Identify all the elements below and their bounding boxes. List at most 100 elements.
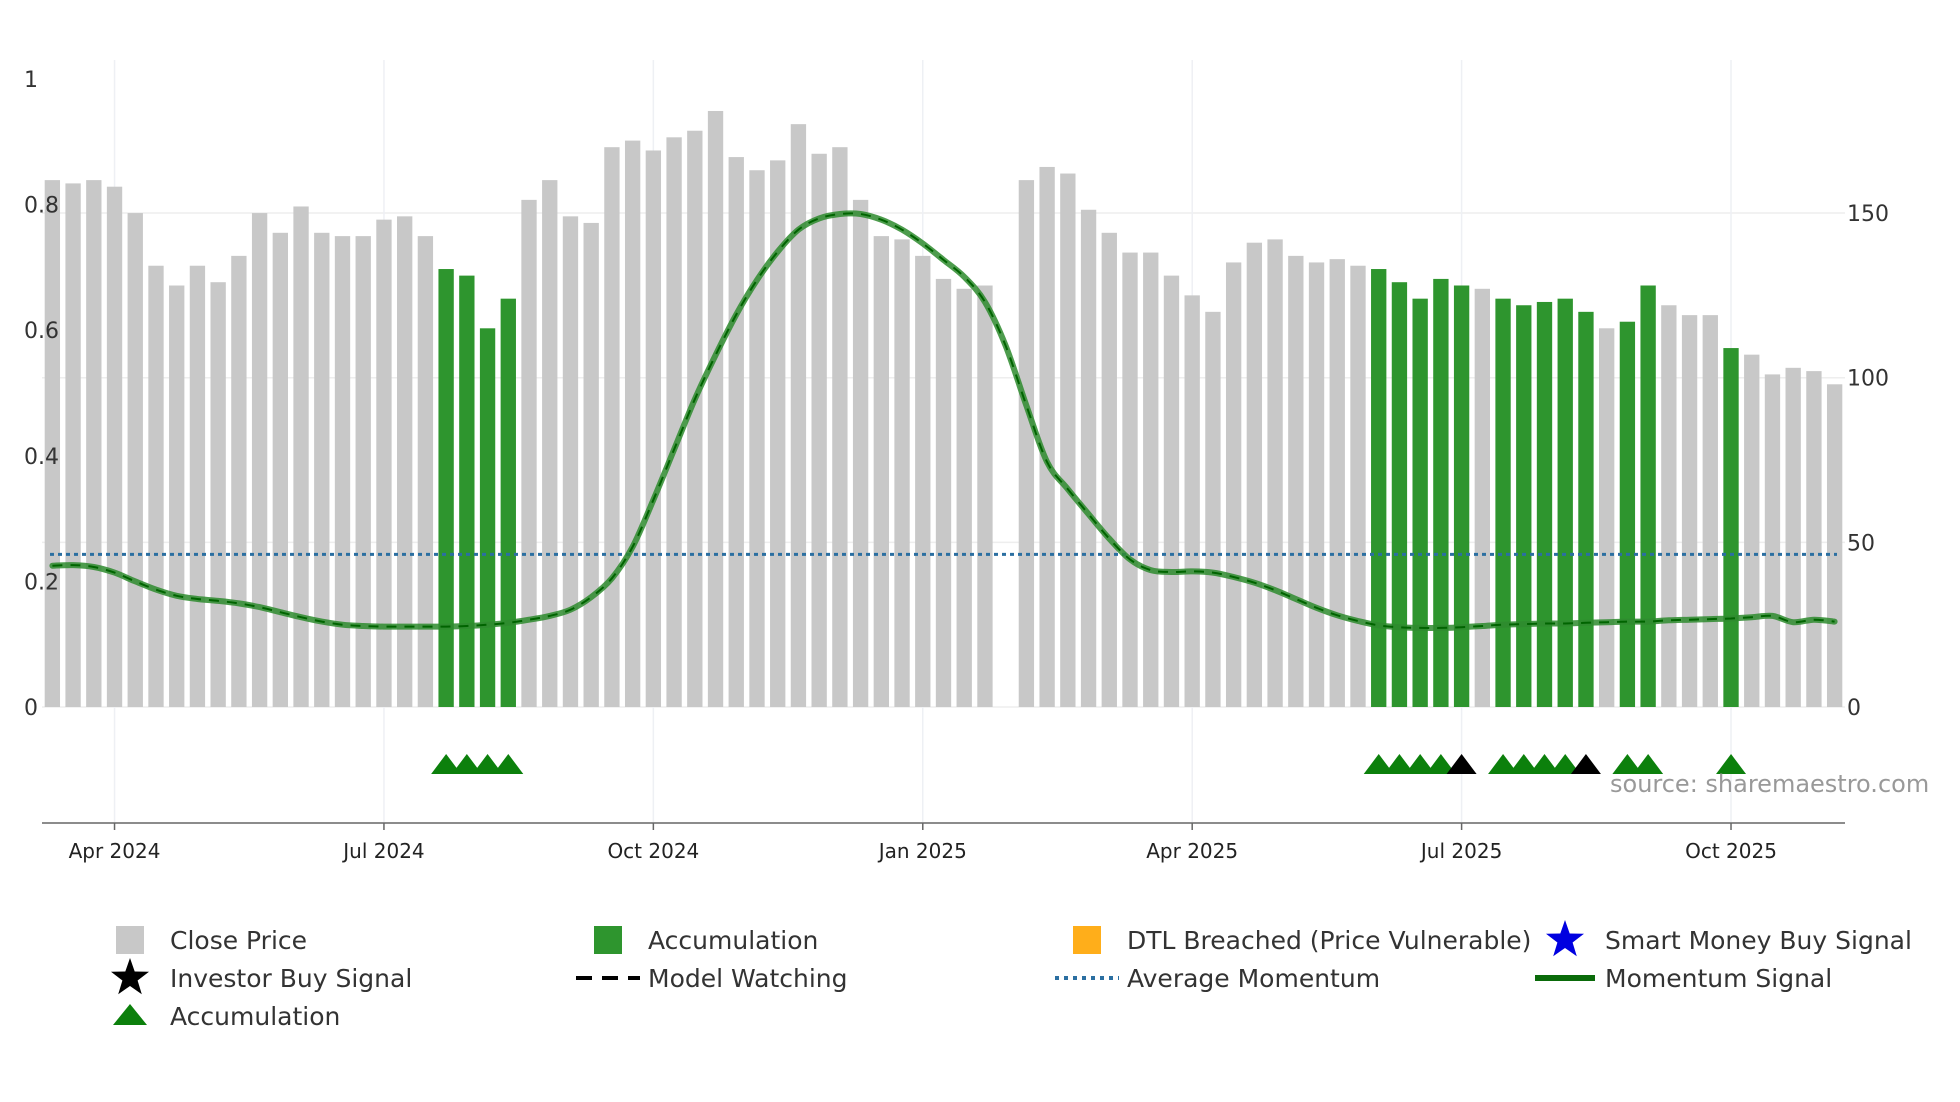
legend-item-average: Average Momentum [1055, 964, 1380, 993]
close-swatch [116, 926, 144, 954]
close-price-bar [210, 282, 226, 707]
accumulation-bar [500, 298, 516, 707]
legend-label: Accumulation [648, 926, 818, 955]
source-label: source: sharemaestro.com [1610, 770, 1929, 798]
dtl-swatch [1073, 926, 1101, 954]
close-price-bar [1474, 288, 1490, 707]
close-price-bar [1246, 242, 1263, 707]
close-price-bar [894, 239, 910, 708]
accumulation-bar [1640, 285, 1656, 707]
legend: Close Price Accumulation DTL Breached (Pri… [111, 920, 1912, 1031]
accumulation-bar [479, 328, 496, 707]
close-price-bar [1599, 328, 1615, 707]
close-price-bar [189, 265, 206, 707]
close-price-bar [707, 110, 724, 708]
legend-label: Investor Buy Signal [170, 964, 412, 993]
accumulation-triangle [1488, 754, 1519, 774]
close-price-bar [1350, 265, 1366, 707]
close-price-bar [728, 157, 744, 708]
momentum-lines [49, 210, 1838, 631]
close-price-bar [1205, 311, 1221, 707]
close-price-bar [1826, 384, 1843, 707]
close-price-bar [1785, 367, 1801, 707]
accumulation-bar [1516, 305, 1532, 707]
close-price-bar [417, 236, 434, 707]
accumulation-bar [1453, 285, 1470, 707]
close-price-bar [624, 140, 641, 707]
accumulation-triangle [472, 754, 503, 774]
close-price-bar [1080, 209, 1097, 707]
legend-item-investor: Investor Buy Signal [111, 958, 412, 995]
close-price-bar [1702, 315, 1718, 707]
accumulation-bar [459, 275, 475, 707]
close-price-bar [790, 124, 807, 708]
close-price-bar [376, 219, 392, 708]
accumulation-swatch [594, 926, 622, 954]
accumulation-triangle [1716, 754, 1747, 774]
close-price-bar [687, 130, 703, 708]
accumulation-triangle [1612, 754, 1643, 774]
price-bars [44, 110, 1843, 708]
x-axis-tick-label: Apr 2025 [1146, 839, 1238, 863]
accumulation-triangle [1405, 754, 1436, 774]
legend-label: Average Momentum [1127, 964, 1380, 993]
accumulation-triangle [1633, 754, 1664, 774]
model-watching-line [52, 212, 1835, 629]
close-price-bar [355, 236, 371, 707]
close-price-bar [65, 183, 81, 708]
investor-buy-triangle [1570, 754, 1601, 774]
close-price-bar [44, 180, 61, 707]
close-price-bar [148, 265, 164, 707]
close-price-bar [293, 206, 309, 708]
right-axis-tick-label: 50 [1847, 531, 1875, 556]
legend-label: DTL Breached (Price Vulnerable) [1127, 926, 1531, 955]
close-price-bar [1122, 252, 1138, 708]
close-price-bar [251, 213, 268, 708]
legend-label: Close Price [170, 926, 307, 955]
close-price-bar [1661, 305, 1677, 707]
accumulation-triangle [493, 754, 524, 774]
accumulation-bar [1578, 311, 1594, 707]
legend-item-close: Close Price [116, 926, 307, 955]
close-price-bar [562, 216, 579, 707]
legend-item-momentum: Momentum Signal [1535, 964, 1832, 993]
close-price-bar [334, 236, 351, 707]
close-price-bar [770, 160, 786, 707]
left-axis-tick-label: 0 [24, 696, 38, 721]
close-price-bar [521, 199, 537, 708]
close-price-bar [169, 285, 185, 707]
close-price-bar [86, 180, 102, 707]
accumulation-bar [1433, 278, 1449, 707]
close-price-bar [272, 232, 288, 708]
close-price-bar [1163, 275, 1180, 707]
triangle-icon [113, 1004, 147, 1025]
close-price-bar [1329, 259, 1345, 707]
legend-item-smart_money: Smart Money Buy Signal [1546, 920, 1912, 957]
signal-markers [431, 754, 1747, 774]
legend-label: Accumulation [170, 1002, 340, 1031]
right-axis-tick-label: 100 [1847, 367, 1889, 392]
close-price-bar [935, 278, 952, 707]
close-price-bar [1101, 232, 1117, 708]
accumulation-bar [1536, 301, 1553, 707]
close-price-bar [852, 199, 869, 708]
close-price-bar [542, 180, 558, 707]
legend-item-accumulation: Accumulation [594, 926, 818, 955]
accumulation-bar [1391, 282, 1408, 707]
close-price-bar [106, 186, 123, 707]
close-price-bar [604, 147, 620, 707]
close-price-bar [127, 213, 143, 708]
close-price-bar [1060, 173, 1076, 707]
x-axis-tick-label: Jan 2025 [877, 839, 967, 863]
accumulation-triangle [1384, 754, 1415, 774]
x-axis-tick-label: Jul 2025 [1419, 839, 1502, 863]
close-price-bar [977, 285, 993, 707]
legend-label: Model Watching [648, 964, 848, 993]
close-price-bar [915, 255, 931, 707]
legend-label: Momentum Signal [1605, 964, 1832, 993]
close-price-bar [314, 232, 330, 708]
close-price-bar [1308, 262, 1325, 707]
close-price-bar [1806, 371, 1822, 707]
close-price-bar [645, 150, 662, 707]
